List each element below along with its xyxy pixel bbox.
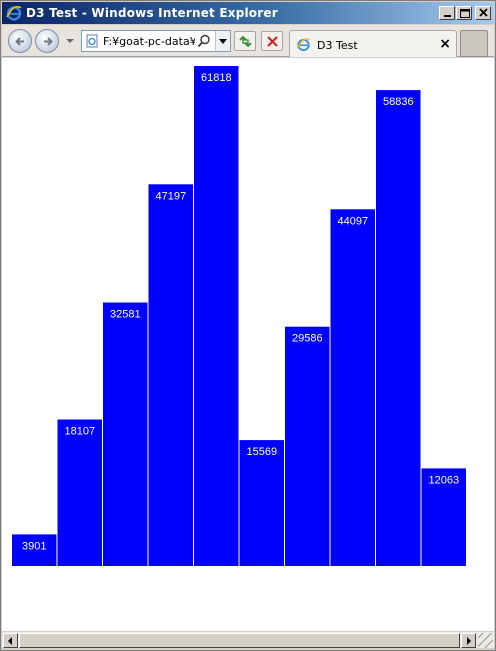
history-dropdown[interactable]: [66, 39, 74, 43]
bar-10: [421, 468, 466, 566]
bar-9: [376, 90, 421, 566]
page-content: 3901 18107 32581 47197 61818 15569 29586 44097 5…: [2, 58, 494, 631]
window-title: D3 Test - Windows Internet Explorer: [26, 6, 278, 20]
maximize-button[interactable]: [456, 6, 472, 20]
address-bar[interactable]: F:¥goat-pc-data¥: [81, 30, 231, 52]
bar-value-label: 47197: [156, 190, 187, 202]
tab-d3-test[interactable]: D3 Test ×: [289, 30, 457, 57]
stop-button[interactable]: [261, 31, 283, 51]
bar-value-label: 58836: [383, 96, 414, 108]
bar-4: [148, 184, 193, 567]
new-tab-button[interactable]: [460, 30, 488, 57]
back-button[interactable]: [8, 29, 32, 53]
bar-7: [285, 326, 330, 566]
bar-value-label: 32581: [110, 309, 141, 321]
ie-tab-icon: [296, 38, 310, 52]
ie-logo-icon: [6, 5, 22, 21]
back-arrow-icon: [15, 37, 24, 46]
close-icon: [479, 8, 488, 17]
bar-value-label: 29586: [292, 333, 323, 345]
refresh-button[interactable]: [234, 31, 256, 51]
minimize-icon: [444, 15, 451, 17]
bar-value-label: 3901: [22, 540, 46, 552]
scroll-thumb[interactable]: [19, 633, 460, 648]
bar-1: [12, 534, 57, 566]
bar-value-label: 12063: [429, 474, 460, 486]
bar-6: [239, 440, 284, 566]
bar-value-label: 61818: [201, 72, 232, 84]
horizontal-scrollbar[interactable]: [2, 631, 494, 648]
title-bar[interactable]: D3 Test - Windows Internet Explorer: [2, 2, 494, 24]
bar-value-label: 15569: [247, 446, 278, 458]
tab-title: D3 Test: [317, 39, 358, 52]
stop-icon: [267, 36, 278, 47]
page-icon: [86, 34, 98, 48]
forward-button[interactable]: [35, 29, 59, 53]
navigation-bar: F:¥goat-pc-data¥ D3 Test ×: [2, 25, 494, 57]
tab-close-button[interactable]: ×: [439, 36, 451, 52]
scroll-right-button[interactable]: [461, 633, 476, 648]
bar-3: [103, 302, 148, 566]
bar-value-label: 44097: [338, 215, 369, 227]
resize-grip[interactable]: [478, 633, 493, 648]
scroll-left-button[interactable]: [3, 633, 18, 648]
refresh-icon: [239, 35, 252, 48]
address-dropdown[interactable]: [215, 31, 230, 51]
forward-arrow-icon: [44, 37, 53, 46]
bar-value-label: 18107: [65, 426, 96, 438]
bar-8: [330, 209, 375, 567]
search-icon[interactable]: [197, 34, 211, 48]
bar-2: [57, 419, 102, 566]
address-input[interactable]: F:¥goat-pc-data¥: [103, 35, 195, 48]
bar-5: [194, 66, 239, 566]
minimize-button[interactable]: [439, 6, 455, 20]
close-window-button[interactable]: [475, 6, 491, 20]
maximize-icon: [460, 9, 470, 18]
bar-chart: 3901 18107 32581 47197 61818 15569 29586 44097 5…: [12, 66, 466, 567]
